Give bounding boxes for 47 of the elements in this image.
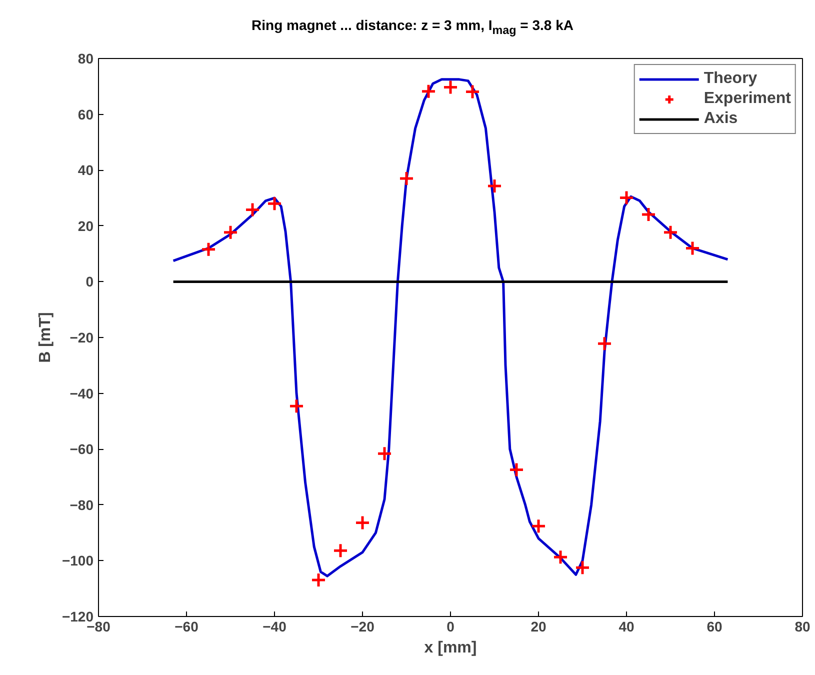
x-tick-label: −60 (174, 618, 199, 634)
point (310, 572, 326, 588)
point (530, 518, 546, 534)
point (376, 446, 392, 462)
y-tick-label: 60 (78, 106, 94, 122)
point (684, 240, 700, 256)
point (618, 190, 634, 206)
x-tick-label: 80 (794, 618, 810, 634)
y-tick-label: −20 (70, 330, 94, 346)
legend-label: Axis (704, 110, 738, 128)
point (332, 542, 348, 558)
y-tick-label: −40 (70, 385, 94, 402)
point (640, 206, 656, 222)
x-tick-label: 20 (530, 618, 546, 634)
chart-title: Ring magnet ... distance: z = 3 mm, I$_{mag}$ = 3.8 kA (252, 16, 574, 39)
legend-label: Theory (704, 70, 758, 88)
point (354, 515, 370, 531)
point (244, 202, 260, 218)
y-tick-label: 0 (86, 274, 94, 290)
y-tick-label: −60 (70, 441, 94, 458)
x-tick-label: −40 (262, 618, 287, 634)
y-tick-label: −100 (62, 552, 94, 569)
point (464, 84, 480, 100)
point (508, 462, 524, 478)
y-tick-label: 80 (78, 50, 94, 66)
point (442, 79, 458, 95)
y-tick-label: −80 (70, 496, 94, 513)
point (266, 196, 282, 212)
legend-label: Experiment (704, 90, 791, 108)
point (420, 84, 436, 100)
point (222, 224, 238, 240)
point (486, 178, 502, 194)
y-tick-label: 20 (78, 218, 94, 234)
point (552, 549, 568, 565)
point (662, 224, 678, 240)
point (574, 560, 590, 576)
x-tick-label: 40 (618, 618, 634, 634)
x-axis-title: x [mm] (424, 640, 477, 656)
x-tick-label: 60 (706, 618, 722, 634)
x-tick-label: 0 (446, 618, 455, 634)
point (398, 170, 414, 186)
point (200, 242, 216, 258)
point (596, 336, 612, 352)
y-axis-title: B [mT] (36, 312, 54, 363)
point (288, 398, 304, 414)
y-tick-label: 40 (78, 162, 94, 178)
x-tick-label: −20 (350, 618, 375, 634)
